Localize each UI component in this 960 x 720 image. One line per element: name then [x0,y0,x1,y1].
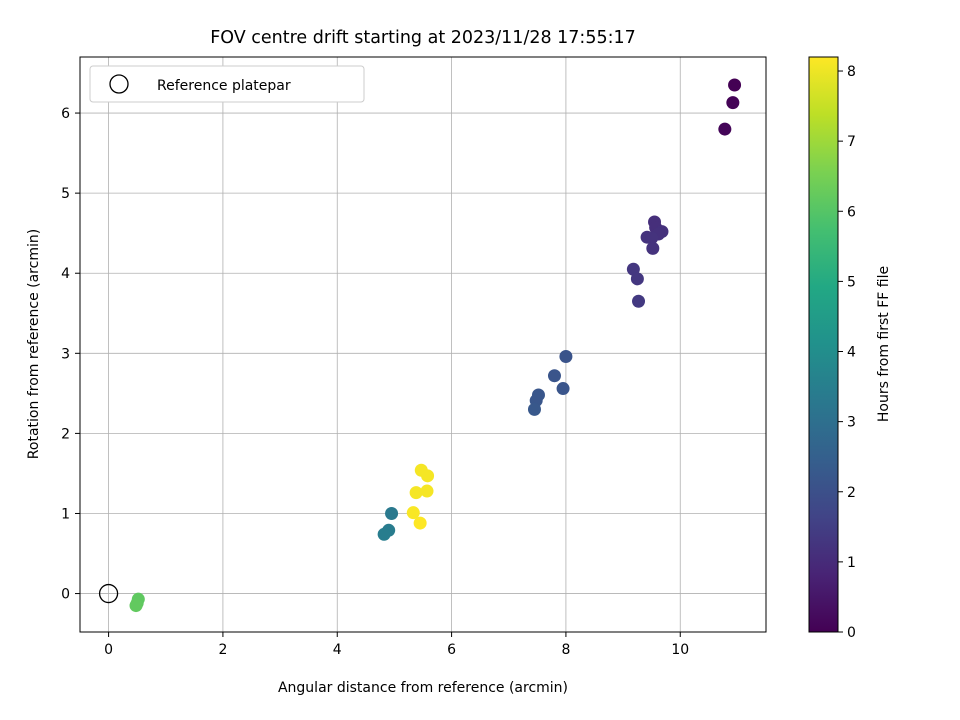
colorbar-tick-label: 1 [847,555,856,571]
y-tick-label: 1 [61,506,70,522]
y-tick-label: 6 [61,106,70,122]
x-tick-label: 0 [104,642,113,658]
colorbar-tick-label: 5 [847,274,856,290]
colorbar-ticks: 0 1 2 3 4 5 6 7 8 [838,64,856,641]
data-point [129,599,143,613]
legend-marker-icon [109,74,129,94]
data-point [385,506,399,520]
data-points [129,78,742,613]
chart-title: FOV centre drift starting at 2023/11/28 … [210,28,636,48]
x-tick-label: 6 [447,642,456,658]
x-tick-label: 10 [671,642,689,658]
data-point [527,402,541,416]
data-point [645,231,659,245]
colorbar-tick-label: 3 [847,415,856,431]
colorbar-tick-label: 7 [847,134,856,150]
colorbar-tick-label: 8 [847,64,856,80]
y-tick-label: 3 [61,346,70,362]
grid [80,57,766,632]
data-point [646,241,660,255]
colorbar-gradient [808,56,839,633]
y-tick-label: 0 [61,587,70,603]
data-point [718,122,732,136]
data-point [409,486,423,500]
data-point [420,484,434,498]
colorbar: 0 1 2 3 4 5 6 7 8 Hours from first FF file [808,56,892,641]
data-point [632,294,646,308]
x-tick-label: 4 [333,642,342,658]
y-axis-ticks: 0 1 2 3 4 5 6 [61,106,80,603]
y-tick-label: 2 [61,426,70,442]
data-point [556,382,570,396]
data-point [413,516,427,530]
data-point [377,527,391,541]
data-point [726,96,740,110]
data-point [630,272,644,286]
data-point [406,506,420,520]
legend-label: Reference platepar [157,78,291,94]
data-point [547,369,561,383]
x-axis-ticks: 0 2 4 6 8 10 [104,632,689,658]
colorbar-tick-label: 0 [847,625,856,641]
data-point [728,78,742,92]
legend-box [89,65,365,103]
y-axis-label: Rotation from reference (arcmin) [26,229,42,459]
colorbar-label: Hours from first FF file [876,266,892,422]
x-axis-label: Angular distance from reference (arcmin) [278,680,568,696]
y-tick-label: 5 [61,186,70,202]
legend: Reference platepar [89,65,365,103]
y-tick-label: 4 [61,266,70,282]
colorbar-tick-label: 6 [847,204,856,220]
data-point [559,350,573,364]
colorbar-tick-label: 2 [847,485,856,501]
data-point [421,469,435,483]
colorbar-tick-label: 4 [847,345,856,361]
x-tick-label: 2 [218,642,227,658]
plot-frame [79,56,767,633]
x-tick-label: 8 [561,642,570,658]
reference-point-marker [98,583,119,604]
